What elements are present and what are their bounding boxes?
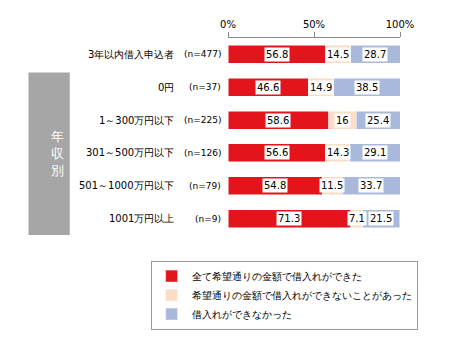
svg-text:29.1: 29.1 (364, 147, 386, 158)
svg-text:全て希望通りの金額で借入れができた: 全て希望通りの金額で借入れができた (192, 271, 362, 282)
svg-text:16: 16 (336, 115, 349, 126)
svg-text:14.3: 14.3 (327, 147, 349, 158)
svg-text:(n=37): (n=37) (189, 82, 221, 92)
svg-text:0円: 0円 (158, 82, 174, 93)
svg-text:1001万円以上: 1001万円以上 (109, 213, 174, 224)
svg-text:38.5: 38.5 (356, 82, 378, 93)
svg-text:7.1: 7.1 (349, 213, 365, 224)
svg-text:(n=225): (n=225) (184, 115, 221, 125)
svg-text:3年以内借入申込者: 3年以内借入申込者 (88, 49, 174, 60)
svg-text:希望通りの金額で借入れができないことがあった: 希望通りの金額で借入れができないことがあった (192, 290, 412, 301)
svg-text:0%: 0% (220, 19, 236, 30)
svg-text:54.8: 54.8 (264, 180, 286, 191)
svg-text:14.9: 14.9 (310, 82, 332, 93)
svg-text:56.6: 56.6 (266, 147, 288, 158)
svg-text:14.5: 14.5 (327, 49, 349, 60)
svg-text:100%: 100% (386, 19, 415, 30)
svg-text:28.7: 28.7 (364, 49, 386, 60)
svg-text:33.7: 33.7 (360, 180, 382, 191)
svg-text:(n=477): (n=477) (184, 49, 221, 59)
svg-text:(n=9): (n=9) (195, 214, 221, 224)
svg-text:58.6: 58.6 (267, 115, 289, 126)
svg-text:借入れができなかった: 借入れができなかった (192, 309, 292, 320)
svg-text:(n=79): (n=79) (189, 181, 221, 191)
svg-text:25.4: 25.4 (367, 115, 389, 126)
svg-text:21.5: 21.5 (370, 213, 392, 224)
svg-text:1～300万円以下: 1～300万円以下 (99, 115, 174, 126)
svg-text:56.8: 56.8 (266, 49, 288, 60)
svg-text:11.5: 11.5 (321, 180, 343, 191)
svg-text:301～500万円以下: 301～500万円以下 (86, 147, 174, 158)
svg-text:501～1000万円以下: 501～1000万円以下 (79, 180, 174, 191)
svg-text:年収別: 年収別 (51, 129, 64, 178)
svg-text:50%: 50% (303, 19, 325, 30)
svg-text:71.3: 71.3 (278, 213, 300, 224)
svg-text:46.6: 46.6 (257, 82, 279, 93)
svg-text:(n=126): (n=126) (184, 148, 221, 158)
